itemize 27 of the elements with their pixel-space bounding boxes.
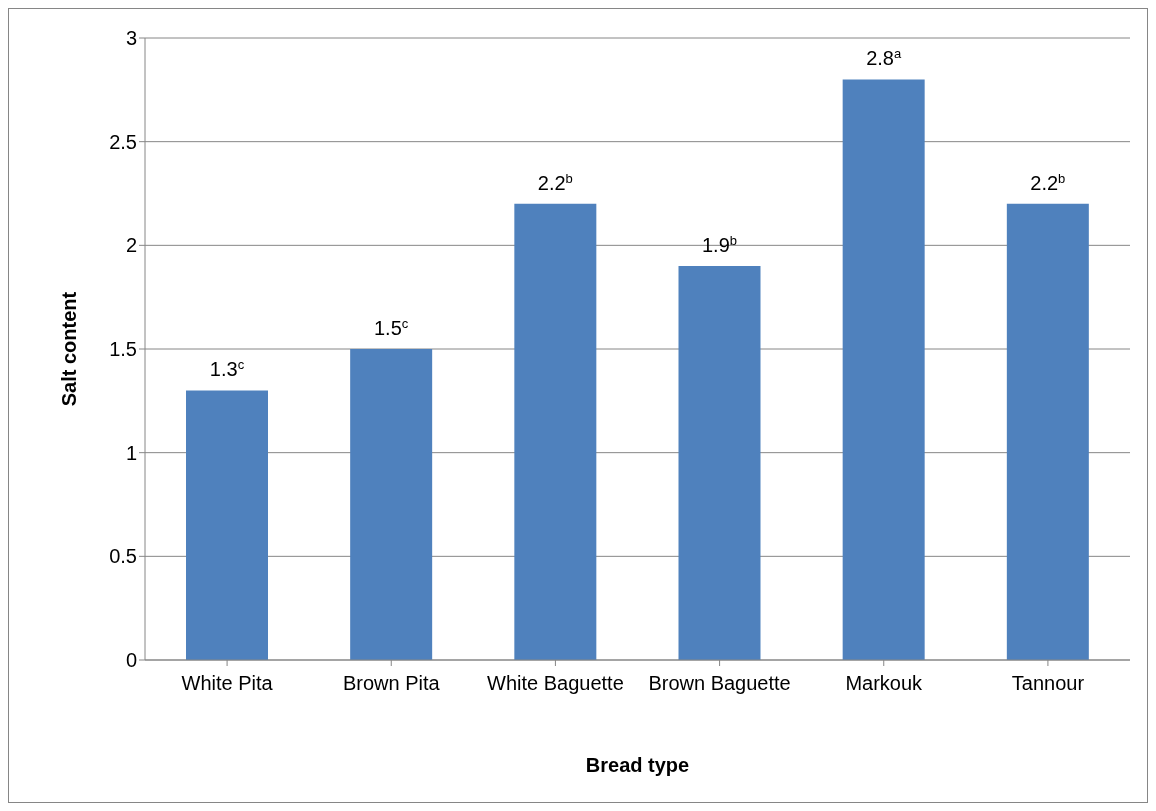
bar <box>1006 203 1089 660</box>
y-tick-label: 0.5 <box>109 545 137 568</box>
y-tick-label: 3 <box>125 27 137 50</box>
x-tick-label: Markouk <box>845 672 924 695</box>
data-label: 2.2$^{b}$ <box>1030 170 1066 194</box>
data-label: 1.9$^{b}$ <box>701 232 738 257</box>
bar <box>350 349 433 660</box>
data-label: 2.2$^{b}$ <box>537 170 573 194</box>
y-tick-label: 1 <box>125 441 137 464</box>
x-axis-title: Bread type <box>585 754 690 776</box>
bar <box>678 266 761 660</box>
y-tick-label: 1.5 <box>109 338 137 361</box>
x-tick-label: White Pita <box>181 672 274 695</box>
y-axis-title: Salt content <box>58 291 81 407</box>
x-tick-label: Brown Baguette <box>648 672 791 695</box>
bar <box>514 203 597 660</box>
bar <box>842 79 925 660</box>
x-tick-label: Tannour <box>1011 672 1085 695</box>
y-tick-label: 2.5 <box>109 130 137 153</box>
data-label: 1.5$^{c}$ <box>374 315 409 339</box>
y-tick-label: 0 <box>125 649 137 672</box>
x-tick-label: Brown Pita <box>342 672 441 695</box>
y-tick-label: 2 <box>125 234 137 257</box>
x-tick-label: White Baguette <box>487 672 624 695</box>
bar <box>186 390 268 660</box>
data-label: 1.3$^{c}$ <box>209 356 245 381</box>
data-label: 2.8$^{a}$ <box>866 45 902 70</box>
